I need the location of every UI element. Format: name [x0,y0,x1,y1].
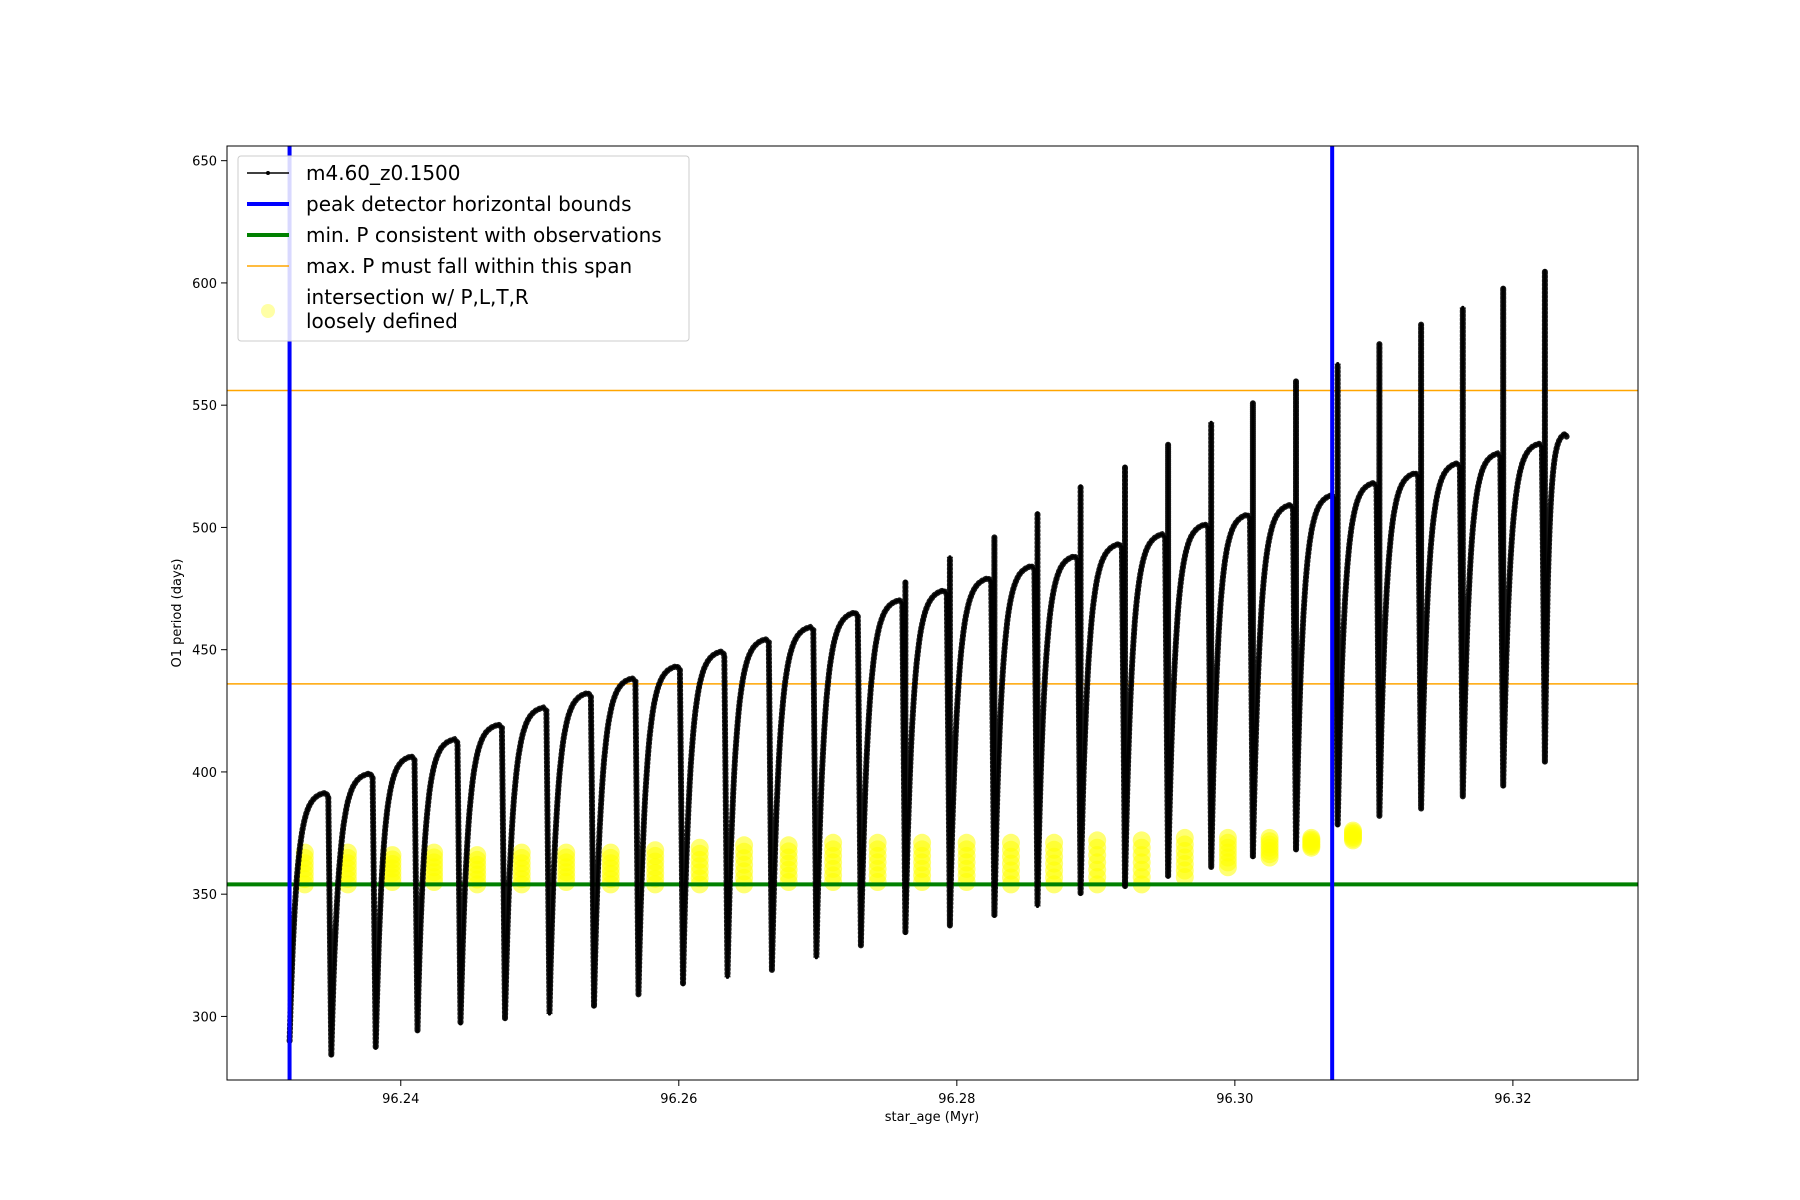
intersection-point [1302,828,1321,847]
legend-label-series: m4.60_z0.1500 [306,161,461,185]
x-axis-label: star_age (Myr) [885,1110,979,1125]
intersection-point [512,843,531,862]
y-tick-label: 500 [192,521,217,536]
x-tick-label: 96.30 [1216,1092,1253,1107]
legend-box [237,155,690,342]
intersection-point [1045,833,1064,852]
intersection-point [468,846,487,865]
intersection-point [425,843,444,862]
intersection-point [1218,828,1237,847]
intersection-point [1132,831,1151,850]
y-tick-label: 450 [192,644,217,659]
intersection-point [646,841,665,860]
legend-label-intersection-line2: loosely defined [306,309,458,333]
y-axis-label: O1 period (days) [170,558,185,667]
legend-label-bounds: peak detector horizontal bounds [306,192,632,216]
x-tick-label: 96.26 [660,1092,697,1107]
y-tick-label: 550 [192,399,217,414]
y-tick-label: 350 [192,888,217,903]
series-markers-m4.60_z0.1500 [286,270,1570,1056]
legend: m4.60_z0.1500 peak detector horizontal b… [237,155,690,342]
legend-label-min-p: min. P consistent with observations [306,223,662,247]
intersection-point [1088,831,1107,850]
intersection-point [913,833,932,852]
intersection-point [735,836,754,855]
intersection-point [1002,833,1020,852]
y-tick-label: 400 [192,766,217,781]
intersection-point [779,836,798,855]
legend-label-intersection: intersection w/ P,L,T,R [306,285,529,309]
intersection-point [1344,821,1362,840]
intersection-point [1260,828,1279,847]
y-tick-label: 600 [192,277,217,292]
x-axis-ticks: 96.24 96.26 96.28 96.30 96.32 [382,1080,1531,1107]
intersection-point [557,843,576,862]
legend-label-max-p: max. P must fall within this span [306,254,632,278]
intersection-point [824,833,843,852]
y-tick-label: 300 [192,1010,217,1025]
y-tick-label: 650 [192,155,217,170]
intersection-point [957,833,976,852]
intersection-point [601,843,620,862]
intersection-point [868,833,887,852]
legend-swatch-series-marker [266,171,270,175]
x-tick-label: 96.28 [938,1092,975,1107]
legend-swatch-intersection [261,304,275,318]
y-axis-ticks: 300 350 400 450 500 550 600 650 [192,155,227,1025]
plot-frame [226,145,1639,1081]
x-tick-label: 96.24 [382,1092,419,1107]
intersection-point [690,838,709,857]
plot-area [227,146,1638,1080]
x-tick-label: 96.32 [1494,1092,1531,1107]
intersection-point [383,846,402,865]
intersection-point [1175,828,1194,847]
